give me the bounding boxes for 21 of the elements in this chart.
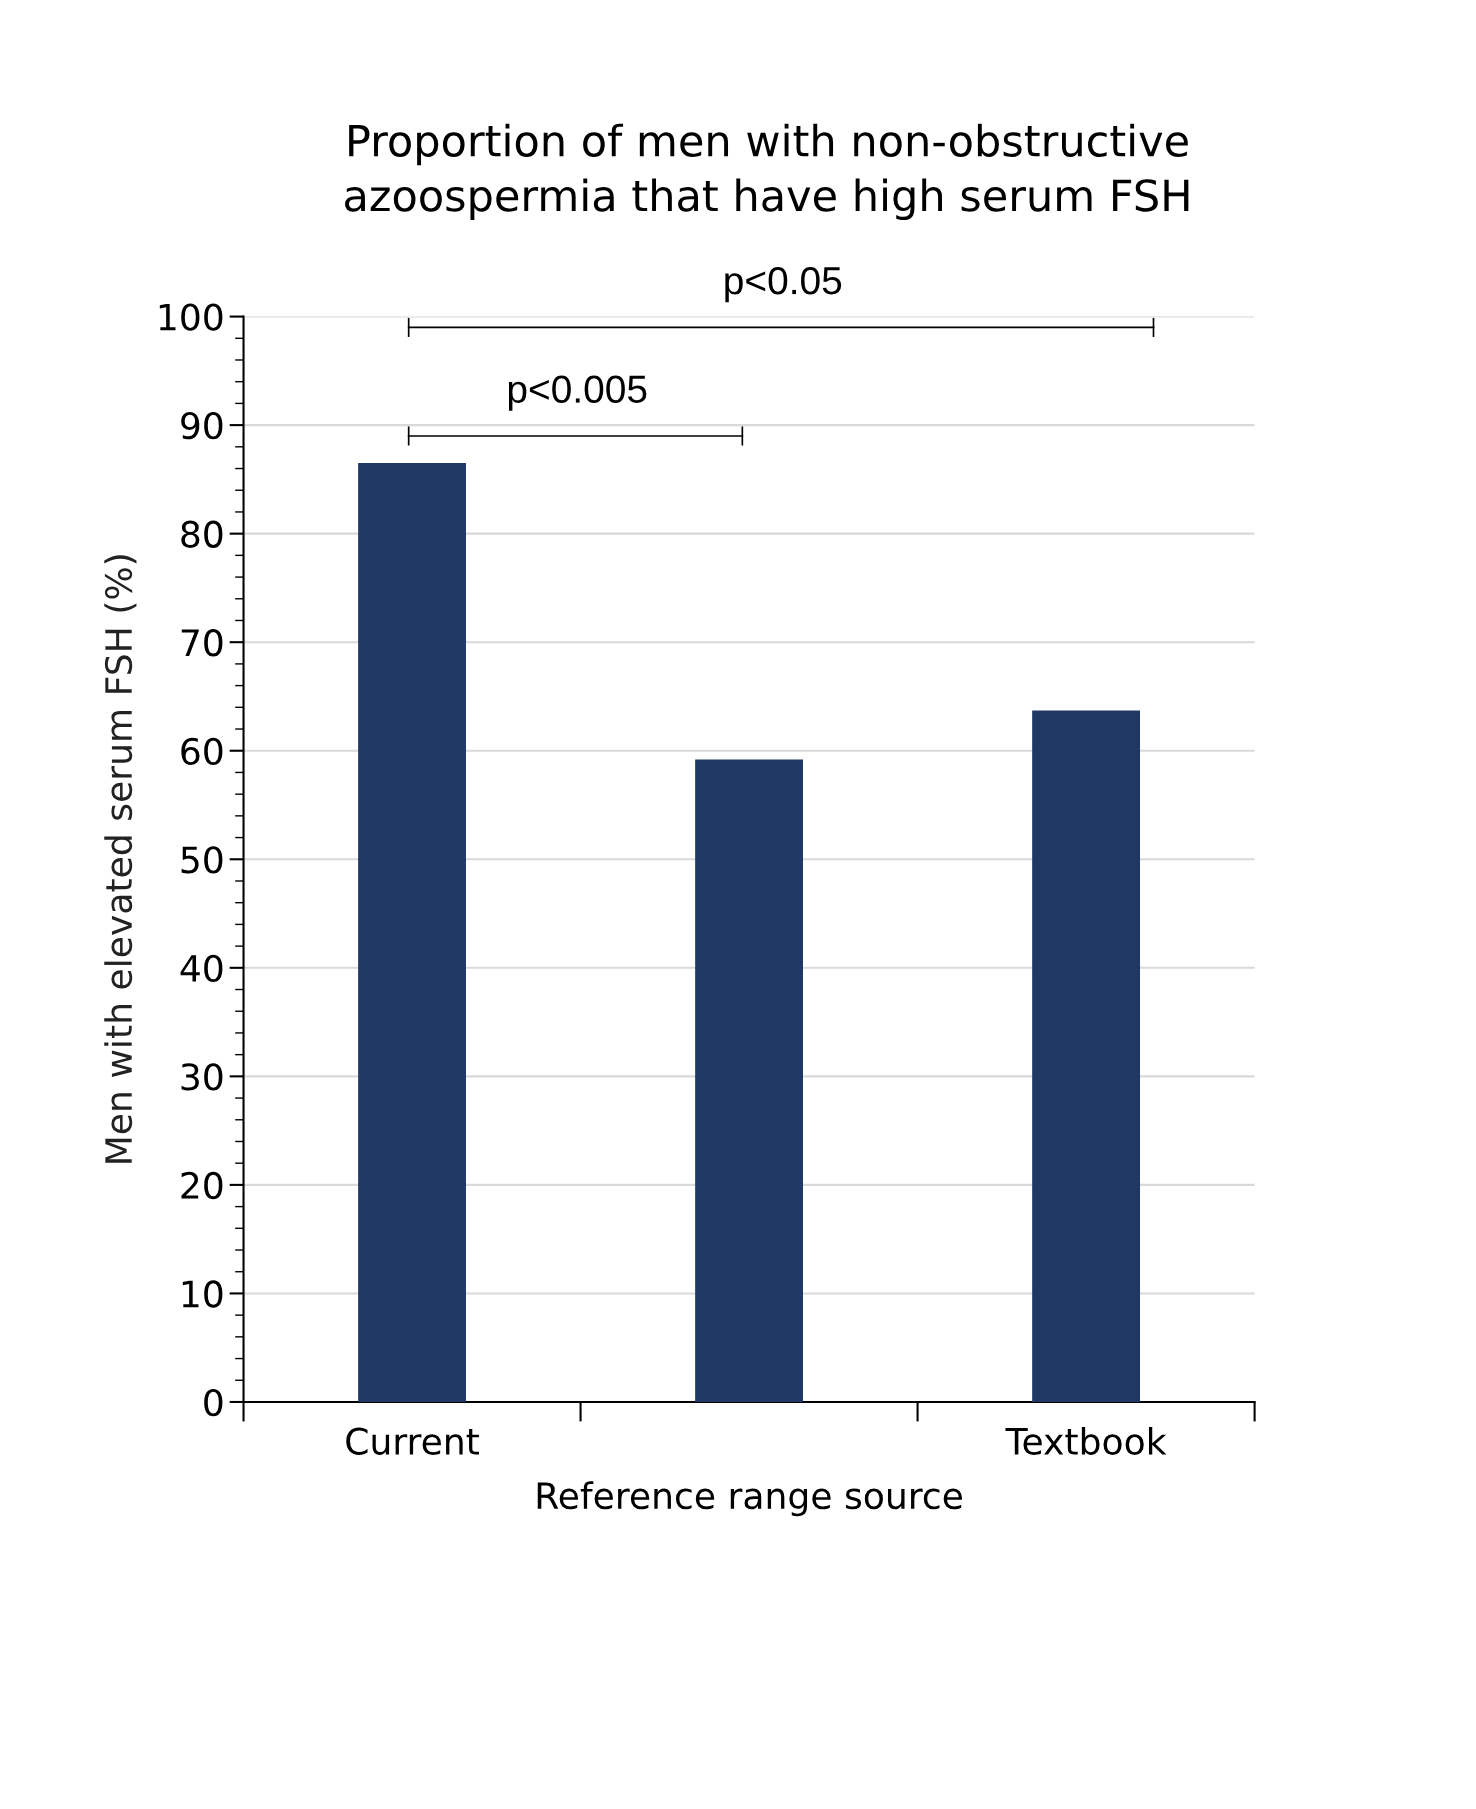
y-tick-label: 70 bbox=[181, 629, 223, 657]
y-axis-title: Men with elevated serum FSH (%) bbox=[104, 555, 137, 1163]
y-tick-label: 90 bbox=[181, 412, 223, 440]
y-tick-label: 50 bbox=[181, 846, 223, 874]
bar bbox=[695, 759, 803, 1402]
bar bbox=[358, 463, 466, 1402]
text: p<0.05 bbox=[725, 266, 842, 303]
y-tick-label: 100 bbox=[159, 303, 223, 331]
annotation: p<0.005 bbox=[508, 375, 647, 411]
x-tick-label: Textbook bbox=[1005, 1426, 1167, 1455]
y-tick-label: 20 bbox=[181, 1171, 223, 1200]
x-tick-label: Current bbox=[346, 1427, 479, 1455]
x-axis-title: Reference range source bbox=[537, 1481, 962, 1517]
bar bbox=[1032, 710, 1141, 1402]
y-tick-label: 40 bbox=[180, 954, 223, 983]
y-tick-label: 60 bbox=[181, 737, 223, 765]
y-tick-label: 10 bbox=[182, 1280, 223, 1308]
y-tick-label: 30 bbox=[181, 1063, 223, 1091]
chart-title: Proportion of men with non-obstructive azoospermia that have high serum FSH bbox=[345, 123, 1189, 221]
y-tick-label: 80 bbox=[181, 520, 223, 548]
y-tick-label: 0 bbox=[204, 1388, 223, 1417]
